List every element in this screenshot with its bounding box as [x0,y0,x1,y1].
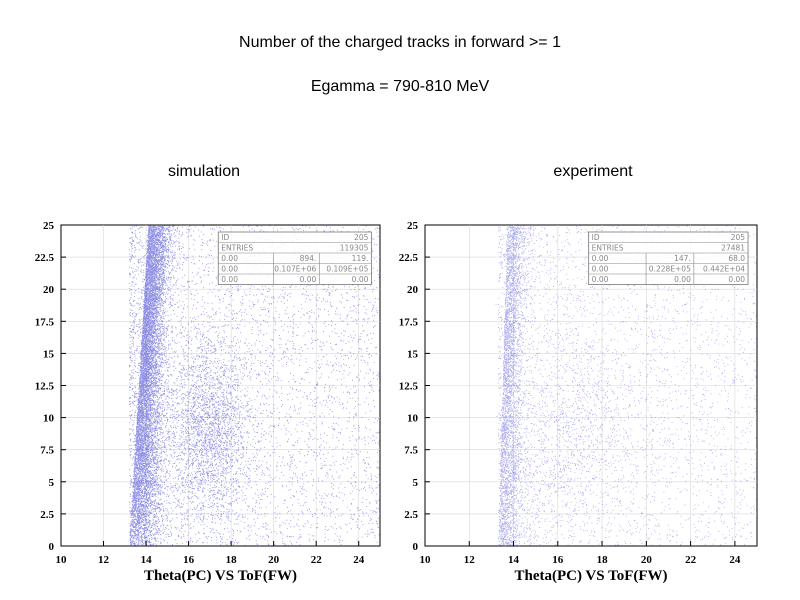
stats-cell: 0.00 [221,254,238,263]
x-tick-label: 16 [552,554,564,566]
y-tick-label: 25 [43,220,55,232]
y-tick-label: 12.5 [399,381,419,393]
stats-cell: 0.00 [592,275,609,284]
title-line-2: Egamma = 790-810 MeV [310,78,490,95]
y-tick-label: 5 [49,477,55,489]
stats-cell: 68.0 [728,254,745,263]
y-tick-label: 12.5 [35,381,55,393]
stats-cell: 0.00 [352,275,369,284]
y-tick-label: 25 [407,220,419,232]
stats-cell: 0.00 [221,275,238,284]
stats-cell: 0.00 [674,275,691,284]
stats-cell: 0.00 [592,254,609,263]
y-tick-label: 2.5 [404,509,418,521]
y-tick-label: 17.5 [35,316,55,328]
x-tick-label: 20 [641,554,653,566]
x-tick-label: 22 [311,554,323,566]
stats-cell: 205 [731,233,746,242]
title-line-1: Number of the charged tracks in forward … [239,34,561,51]
y-tick-label: 22.5 [399,252,419,264]
y-tick-label: 17.5 [399,316,419,328]
chart-panel-experiment: 10 12 14 16 18 20 22 24 0 2.5 5 7.5 10 12.5 15 17.5 20 22… [399,220,758,584]
x-tick-label: 10 [420,554,432,566]
stats-cell: 0.00 [728,275,745,284]
x-tick-label: 14 [141,554,153,566]
stats-cell: 0.228E+05 [649,265,691,274]
stats-cell: 0.00 [300,275,317,284]
stats-cell: ID [221,233,229,242]
stats-cell: 0.442E+04 [703,265,745,274]
stats-cell: 0.107E+06 [274,265,316,274]
x-tick-label: 10 [56,554,68,566]
y-tick-label: 10 [407,413,419,425]
stats-cell: ID [592,233,600,242]
x-tick-label: 18 [597,554,609,566]
x-tick-label: 18 [226,554,238,566]
y-tick-label: 0 [49,541,55,553]
y-tick-label: 20 [407,284,419,296]
stats-box-frame [217,231,372,285]
stats-cell: 0.00 [221,265,238,274]
x-tick-label: 20 [268,554,280,566]
x-tick-label: 22 [685,554,697,566]
y-tick-label: 15 [407,348,419,360]
stats-cell: 0.00 [592,265,609,274]
y-tick-label: 15 [43,348,55,360]
x-tick-label: 12 [464,554,476,566]
stats-cell: 894. [300,254,317,263]
y-tick-label: 7.5 [40,445,54,457]
x-tick-label: 16 [183,554,195,566]
chart-panel-simulation: 10 12 14 16 18 20 22 24 0 2.5 5 7.5 10 12.5 15 17.5 20 22… [35,220,381,584]
experiment-label: experiment [553,163,633,180]
y-tick-label: 22.5 [35,252,55,264]
stats-cell: 205 [354,233,369,242]
scatter-density [129,225,381,547]
x-tick-label: 24 [353,554,365,566]
stats-cell: ENTRIES [221,244,253,253]
y-tick-label: 2.5 [40,509,54,521]
y-tick-label: 7.5 [404,445,418,457]
x-tick-label: 24 [729,554,741,566]
x-tick-label: 12 [98,554,110,566]
stats-cell: ENTRIES [592,244,624,253]
simulation-label: simulation [167,163,241,180]
stats-box-frame [588,231,749,285]
stats-cell: 119305 [340,244,369,253]
x-axis-label: Theta(PC) VS ToF(FW) [514,568,667,584]
stats-cell: 119. [352,254,369,263]
x-axis-label: Theta(PC) VS ToF(FW) [144,568,297,584]
scatter-points [129,225,381,547]
x-tick-label: 14 [508,554,520,566]
stats-cell: 147. [674,254,691,263]
y-tick-label: 0 [413,541,419,553]
y-tick-label: 5 [413,477,419,489]
stats-cell: 0.109E+05 [326,265,368,274]
y-tick-label: 20 [43,284,55,296]
stats-cell: 27481 [721,244,745,253]
y-tick-label: 10 [43,413,55,425]
